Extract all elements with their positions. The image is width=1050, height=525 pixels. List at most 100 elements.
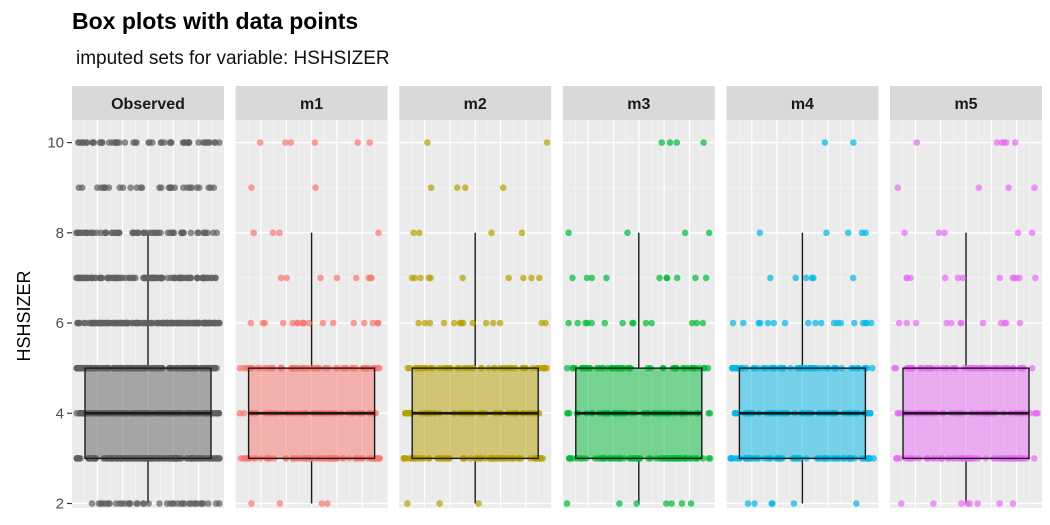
data-point [642, 319, 650, 327]
data-point [145, 274, 153, 282]
data-point [979, 319, 987, 327]
data-point [329, 319, 337, 327]
data-point [193, 319, 201, 327]
data-point [112, 500, 120, 507]
data-point [185, 319, 192, 327]
data-point [106, 319, 114, 327]
data-point [964, 500, 971, 507]
data-point [1028, 364, 1036, 372]
data-point [108, 229, 116, 237]
data-point [214, 319, 221, 327]
data-point [376, 455, 384, 462]
data-point [461, 184, 469, 191]
facet-strip [399, 86, 552, 120]
data-point [901, 229, 908, 237]
data-point [179, 139, 187, 146]
data-point [844, 229, 852, 237]
data-point [100, 184, 108, 191]
data-point [727, 455, 735, 462]
data-point [424, 139, 431, 146]
data-point [130, 274, 137, 282]
data-point [112, 274, 120, 282]
data-point [958, 319, 965, 327]
data-point [80, 319, 88, 327]
data-point [374, 319, 382, 327]
data-point [687, 500, 695, 507]
facet-strip [562, 86, 715, 120]
data-point [894, 409, 902, 417]
y-axis-title: HSHSIZER [14, 270, 34, 361]
data-point [958, 500, 965, 507]
data-point [205, 319, 213, 327]
data-point [563, 364, 571, 372]
facet-strip-label: m5 [954, 96, 977, 113]
data-point [1030, 455, 1038, 462]
data-point [213, 364, 220, 372]
data-point [869, 364, 876, 372]
data-point [212, 500, 220, 507]
data-point [312, 184, 319, 191]
data-point [426, 319, 434, 327]
data-point [764, 319, 772, 327]
data-point [210, 184, 218, 191]
data-point [894, 184, 902, 191]
data-point [974, 500, 981, 507]
data-point [673, 139, 681, 146]
data-point [186, 500, 193, 507]
data-point [277, 274, 285, 282]
y-axis: 2 4 6 8 10 [47, 135, 72, 512]
data-point [678, 500, 686, 507]
data-point [248, 184, 255, 191]
data-point [145, 139, 152, 146]
data-point [705, 455, 713, 462]
data-point [317, 274, 324, 282]
data-point [569, 274, 576, 282]
data-point [269, 229, 277, 237]
data-point [947, 319, 955, 327]
data-point [164, 229, 172, 237]
data-point [505, 274, 512, 282]
data-point [536, 274, 543, 282]
data-point [1001, 319, 1008, 327]
facet-panel-observed: Observed [72, 86, 224, 508]
data-point [93, 229, 101, 237]
data-point [214, 409, 221, 417]
data-point [1032, 274, 1039, 282]
data-point [283, 274, 291, 282]
data-point [662, 500, 670, 507]
data-point [194, 229, 201, 237]
data-point [1013, 274, 1020, 282]
data-point [185, 139, 193, 146]
y-tick-label: 6 [56, 315, 64, 332]
data-point [169, 500, 177, 507]
data-point [159, 319, 167, 327]
data-point [172, 274, 179, 282]
y-tick-label: 8 [56, 225, 64, 242]
data-point [372, 364, 379, 372]
facet-panel-m5: m5 [890, 86, 1042, 508]
data-point [733, 455, 741, 462]
data-point [75, 184, 83, 191]
facet-strip [72, 86, 224, 120]
data-point [180, 184, 187, 191]
data-point [88, 500, 96, 507]
data-point [616, 500, 623, 507]
data-point [912, 319, 920, 327]
data-point [105, 500, 112, 507]
data-point [812, 319, 819, 327]
data-point [692, 274, 699, 282]
data-point [124, 319, 131, 327]
data-point [565, 455, 573, 462]
data-point [543, 139, 551, 146]
facet-panel-m1: m1 [235, 86, 388, 508]
data-point [157, 229, 164, 237]
data-point [528, 274, 535, 282]
data-point [127, 500, 134, 507]
data-point [404, 364, 412, 372]
data-point [319, 319, 327, 327]
data-point [118, 500, 126, 507]
data-point [542, 319, 549, 327]
data-point [149, 319, 156, 327]
data-point [92, 274, 99, 282]
data-point [164, 319, 172, 327]
